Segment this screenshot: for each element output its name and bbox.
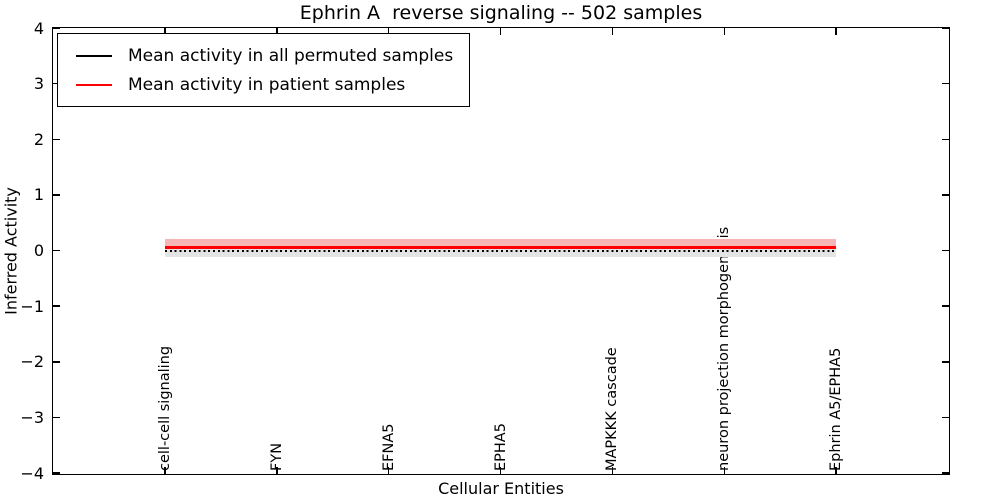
- x-tick-mark: [723, 28, 725, 35]
- x-tick-mark: [723, 467, 725, 474]
- series-line-solid: [164, 246, 837, 249]
- y-tick-mark: [942, 82, 949, 85]
- x-tick-mark: [611, 28, 614, 35]
- y-tick-label: −4: [20, 463, 44, 483]
- y-tick-mark: [942, 27, 949, 29]
- x-tick-mark: [387, 28, 390, 35]
- legend-entry: Mean activity in patient samples: [66, 70, 453, 99]
- x-tick-label: FYN: [268, 442, 285, 471]
- series-line-dotted: [164, 249, 837, 252]
- x-tick-mark: [387, 467, 390, 474]
- y-tick-mark: [53, 416, 60, 419]
- y-tick-label: −1: [20, 296, 44, 316]
- x-tick-mark: [611, 467, 614, 474]
- y-tick-mark: [53, 82, 60, 85]
- chart-title: Ephrin A reverse signaling -- 502 sample…: [299, 2, 703, 24]
- y-tick-mark: [942, 194, 949, 196]
- y-tick-mark: [942, 472, 949, 474]
- x-axis-label: Cellular Entities: [438, 479, 564, 498]
- x-tick-label: MAPKKK cascade: [604, 347, 621, 471]
- x-tick-label: cell-cell signaling: [156, 345, 173, 471]
- x-tick-label: EFNA5: [380, 423, 397, 472]
- legend-line-sample: [76, 54, 112, 57]
- y-tick-label: 0: [33, 241, 44, 260]
- x-tick-mark: [499, 28, 502, 35]
- y-tick-mark: [942, 416, 949, 419]
- x-tick-label: EPHA5: [492, 423, 509, 471]
- x-tick-mark: [164, 28, 166, 35]
- legend-entry: Mean activity in all permuted samples: [66, 41, 453, 70]
- y-tick-mark: [942, 361, 949, 363]
- y-tick-mark: [942, 305, 949, 307]
- y-tick-label: −3: [20, 407, 44, 427]
- series-band: [164, 239, 837, 249]
- y-tick-mark: [53, 305, 60, 307]
- x-tick-mark: [164, 467, 166, 474]
- y-tick-mark: [53, 361, 60, 363]
- y-tick-label: 1: [33, 185, 44, 205]
- plot-area: Mean activity in all permuted samples Mea…: [52, 27, 950, 475]
- y-tick-mark: [942, 249, 949, 252]
- x-tick-mark: [835, 28, 837, 35]
- x-tick-label: neuron projection morphogenesis: [716, 226, 733, 471]
- legend: Mean activity in all permuted samples Mea…: [57, 33, 471, 107]
- y-tick-mark: [53, 472, 60, 474]
- y-tick-mark: [53, 27, 60, 29]
- y-tick-mark: [53, 249, 60, 252]
- x-tick-mark: [499, 467, 502, 474]
- y-tick-mark: [53, 194, 60, 196]
- y-tick-label: 4: [33, 18, 44, 38]
- y-tick-mark: [53, 138, 60, 140]
- y-tick-label: 2: [33, 129, 44, 149]
- x-tick-label: Ephrin A5/EPHA5: [828, 347, 845, 471]
- y-tick-label: 3: [33, 74, 44, 94]
- y-tick-label: −2: [20, 352, 44, 372]
- legend-line-sample: [76, 83, 112, 86]
- x-tick-mark: [276, 28, 278, 35]
- legend-label: Mean activity in all permuted samples: [128, 45, 454, 66]
- x-tick-mark: [276, 467, 278, 474]
- y-tick-mark: [942, 138, 949, 140]
- legend-label: Mean activity in patient samples: [128, 74, 406, 95]
- x-tick-mark: [835, 467, 837, 474]
